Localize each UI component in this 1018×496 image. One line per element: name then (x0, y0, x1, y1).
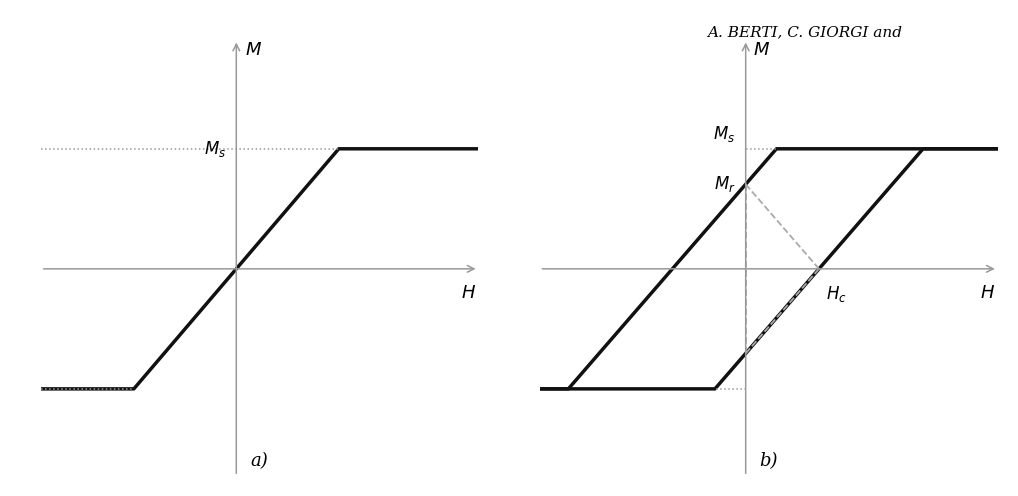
Text: $H$: $H$ (980, 284, 996, 302)
Text: $M$: $M$ (752, 41, 770, 59)
Text: A. BERTI, C. GIORGI and: A. BERTI, C. GIORGI and (708, 25, 903, 39)
Text: $H$: $H$ (461, 284, 476, 302)
Text: $M_s$: $M_s$ (204, 139, 226, 159)
Text: $M_s$: $M_s$ (714, 124, 736, 144)
Text: $M_r$: $M_r$ (714, 174, 736, 194)
Text: a): a) (250, 452, 269, 470)
Text: $H_c$: $H_c$ (826, 284, 847, 304)
Text: b): b) (759, 452, 778, 470)
Text: $M$: $M$ (244, 41, 262, 59)
